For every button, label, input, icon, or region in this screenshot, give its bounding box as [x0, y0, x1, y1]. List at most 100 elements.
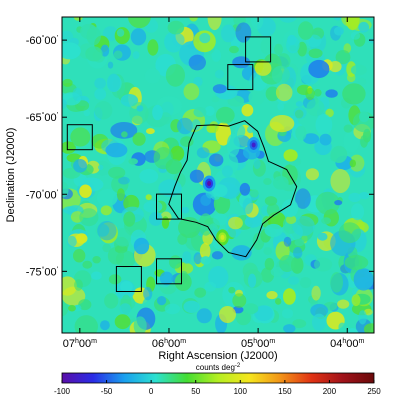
- noise-blob: [295, 125, 307, 141]
- noise-blob: [130, 28, 147, 46]
- noise-blob: [275, 298, 282, 305]
- noise-blob: [183, 300, 200, 313]
- noise-blob: [132, 51, 140, 60]
- noise-blob: [337, 299, 350, 309]
- colorbar-tick-label: 150: [278, 387, 292, 396]
- noise-blob: [189, 17, 198, 22]
- noise-blob: [362, 128, 372, 143]
- noise-blob: [215, 106, 235, 124]
- region-box: [156, 193, 182, 220]
- noise-blob: [119, 303, 132, 315]
- noise-blob: [145, 194, 152, 201]
- noise-blob: [219, 306, 236, 323]
- noise-blob: [148, 211, 163, 226]
- noise-blob: [283, 288, 296, 305]
- noise-blob: [153, 147, 174, 170]
- noise-blob: [94, 88, 107, 100]
- noise-blob: [302, 133, 320, 145]
- noise-blob: [146, 128, 155, 135]
- noise-blob: [350, 64, 367, 76]
- noise-blob: [157, 296, 167, 306]
- x-axis-label: Right Ascension (J2000): [158, 350, 277, 362]
- noise-blob: [330, 168, 351, 194]
- noise-blob: [283, 149, 298, 162]
- noise-blob: [236, 309, 251, 326]
- noise-blob: [79, 208, 99, 227]
- noise-blob: [143, 200, 163, 213]
- noise-blob: [253, 158, 261, 170]
- noise-blob: [232, 293, 247, 308]
- noise-blob: [277, 102, 285, 111]
- noise-blob: [349, 154, 365, 172]
- noise-blob: [315, 191, 340, 215]
- noise-blob: [204, 105, 215, 117]
- noise-blob: [335, 50, 351, 65]
- noise-blob: [170, 145, 185, 162]
- noise-blob: [86, 26, 101, 46]
- noise-blob: [97, 221, 117, 241]
- colorbar-tick-label: -100: [54, 387, 71, 396]
- noise-blob: [243, 303, 259, 315]
- noise-blob: [312, 313, 327, 331]
- noise-blob: [94, 101, 113, 120]
- noise-blob: [114, 228, 132, 247]
- noise-blob: [310, 303, 329, 318]
- noise-blob: [189, 169, 204, 183]
- noise-blob: [73, 159, 88, 173]
- noise-blob: [196, 308, 212, 324]
- noise-blob: [211, 49, 222, 62]
- noise-blob: [358, 310, 367, 325]
- noise-blob: [272, 176, 289, 190]
- noise-blob: [165, 64, 185, 87]
- noise-blob: [66, 235, 77, 248]
- noise-blob: [211, 96, 220, 103]
- noise-blob: [235, 22, 252, 43]
- noise-blob: [248, 90, 265, 106]
- noise-blob: [215, 122, 231, 146]
- noise-blob: [321, 217, 332, 225]
- noise-blob: [346, 328, 358, 333]
- noise-blob: [107, 61, 114, 69]
- noise-blob: [333, 17, 342, 21]
- noise-blob: [249, 189, 259, 198]
- noise-blob: [92, 256, 101, 264]
- noise-blob: [281, 308, 294, 319]
- noise-blob: [110, 121, 138, 139]
- noise-blob: [283, 236, 292, 247]
- colorbar: [61, 372, 375, 384]
- noise-blob: [311, 285, 321, 301]
- noise-blob: [351, 294, 361, 307]
- noise-blob: [285, 215, 297, 225]
- noise-blob: [62, 141, 76, 154]
- noise-blob: [314, 257, 333, 272]
- noise-blob: [147, 39, 159, 56]
- noise-blob: [74, 315, 98, 333]
- noise-blob: [85, 46, 103, 62]
- noise-blob: [277, 53, 291, 69]
- noise-blob: [305, 168, 319, 181]
- noise-blob: [143, 286, 153, 301]
- noise-blob: [317, 232, 328, 241]
- noise-blob: [213, 213, 228, 226]
- noise-blob: [329, 61, 342, 73]
- noise-blob: [159, 112, 172, 125]
- noise-blob: [229, 45, 239, 54]
- noise-blob: [193, 107, 207, 118]
- noise-blob: [78, 299, 92, 311]
- noise-blob: [295, 101, 304, 107]
- hotspot-mark: [251, 142, 256, 148]
- noise-blob: [264, 196, 278, 206]
- noise-blob: [194, 287, 207, 298]
- noise-blob: [226, 133, 240, 157]
- noise-blob: [211, 184, 228, 198]
- noise-blob: [159, 271, 174, 286]
- noise-blob: [264, 223, 283, 238]
- noise-blob: [271, 65, 290, 84]
- noise-blob: [132, 132, 146, 146]
- noise-blob: [133, 316, 147, 333]
- y-axis-label: Declination (J2000): [5, 128, 17, 223]
- noise-blob: [209, 153, 224, 167]
- noise-blob: [207, 17, 222, 31]
- noise-blob: [270, 266, 284, 277]
- noise-blob: [319, 133, 332, 146]
